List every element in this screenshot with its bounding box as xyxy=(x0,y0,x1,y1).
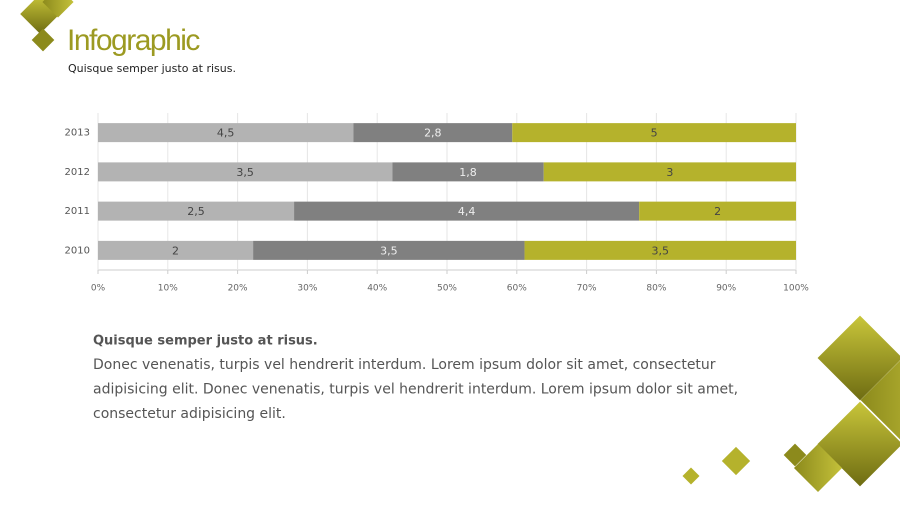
y-tick-label: 2010 xyxy=(65,245,90,256)
bar-segment xyxy=(98,162,393,182)
data-label: 1,8 xyxy=(459,166,477,179)
data-label: 3,5 xyxy=(236,166,254,179)
x-tick-label: 70% xyxy=(577,284,597,294)
data-label: 2,8 xyxy=(424,127,442,140)
bar-segment xyxy=(353,123,513,143)
bar-segment xyxy=(294,201,640,221)
data-label: 3,5 xyxy=(380,244,398,257)
bar-segment xyxy=(98,123,354,143)
body-text: Donec venenatis, turpis vel hendrerit in… xyxy=(93,357,738,422)
data-label: 4,5 xyxy=(217,127,235,140)
body-line: Donec venenatis, turpis vel hendrerit in… xyxy=(93,357,716,373)
bar-segment xyxy=(98,240,254,260)
data-label: 5 xyxy=(651,127,658,140)
x-tick-label: 10% xyxy=(158,284,178,294)
y-tick-label: 2012 xyxy=(65,167,90,178)
bar-segment xyxy=(98,201,295,221)
y-tick-label: 2013 xyxy=(65,128,90,139)
x-tick-label: 30% xyxy=(297,284,317,294)
x-tick-label: 60% xyxy=(507,284,527,294)
y-tick-label: 2011 xyxy=(65,206,90,217)
x-tick-label: 90% xyxy=(716,284,736,294)
bar-segment xyxy=(543,162,796,182)
decoration xyxy=(20,0,74,52)
title: Infographic xyxy=(67,24,200,57)
bar-segment xyxy=(524,240,796,260)
x-tick-label: 100% xyxy=(783,284,809,294)
data-label: 3 xyxy=(666,166,673,179)
bar-segment xyxy=(392,162,544,182)
body-line: adipisicing elit. Donec venenatis, turpi… xyxy=(93,382,738,398)
bar-segment xyxy=(512,123,796,143)
body-line: consectetur adipisicing elit. xyxy=(93,406,286,422)
data-label: 3,5 xyxy=(652,244,670,257)
data-label: 2,5 xyxy=(187,205,205,218)
x-tick-label: 20% xyxy=(228,284,248,294)
bar-segment xyxy=(639,201,796,221)
data-label: 4,4 xyxy=(458,205,476,218)
body-heading: Quisque semper justo at risus. xyxy=(93,334,318,349)
x-tick-label: 40% xyxy=(367,284,387,294)
x-tick-label: 50% xyxy=(437,284,457,294)
subtitle: Quisque semper justo at risus. xyxy=(68,62,236,75)
data-label: 2 xyxy=(172,244,179,257)
decoration xyxy=(682,315,900,493)
x-tick-label: 80% xyxy=(646,284,666,294)
bar-segment xyxy=(253,240,525,260)
x-tick-label: 0% xyxy=(91,284,106,294)
data-label: 2 xyxy=(714,205,721,218)
